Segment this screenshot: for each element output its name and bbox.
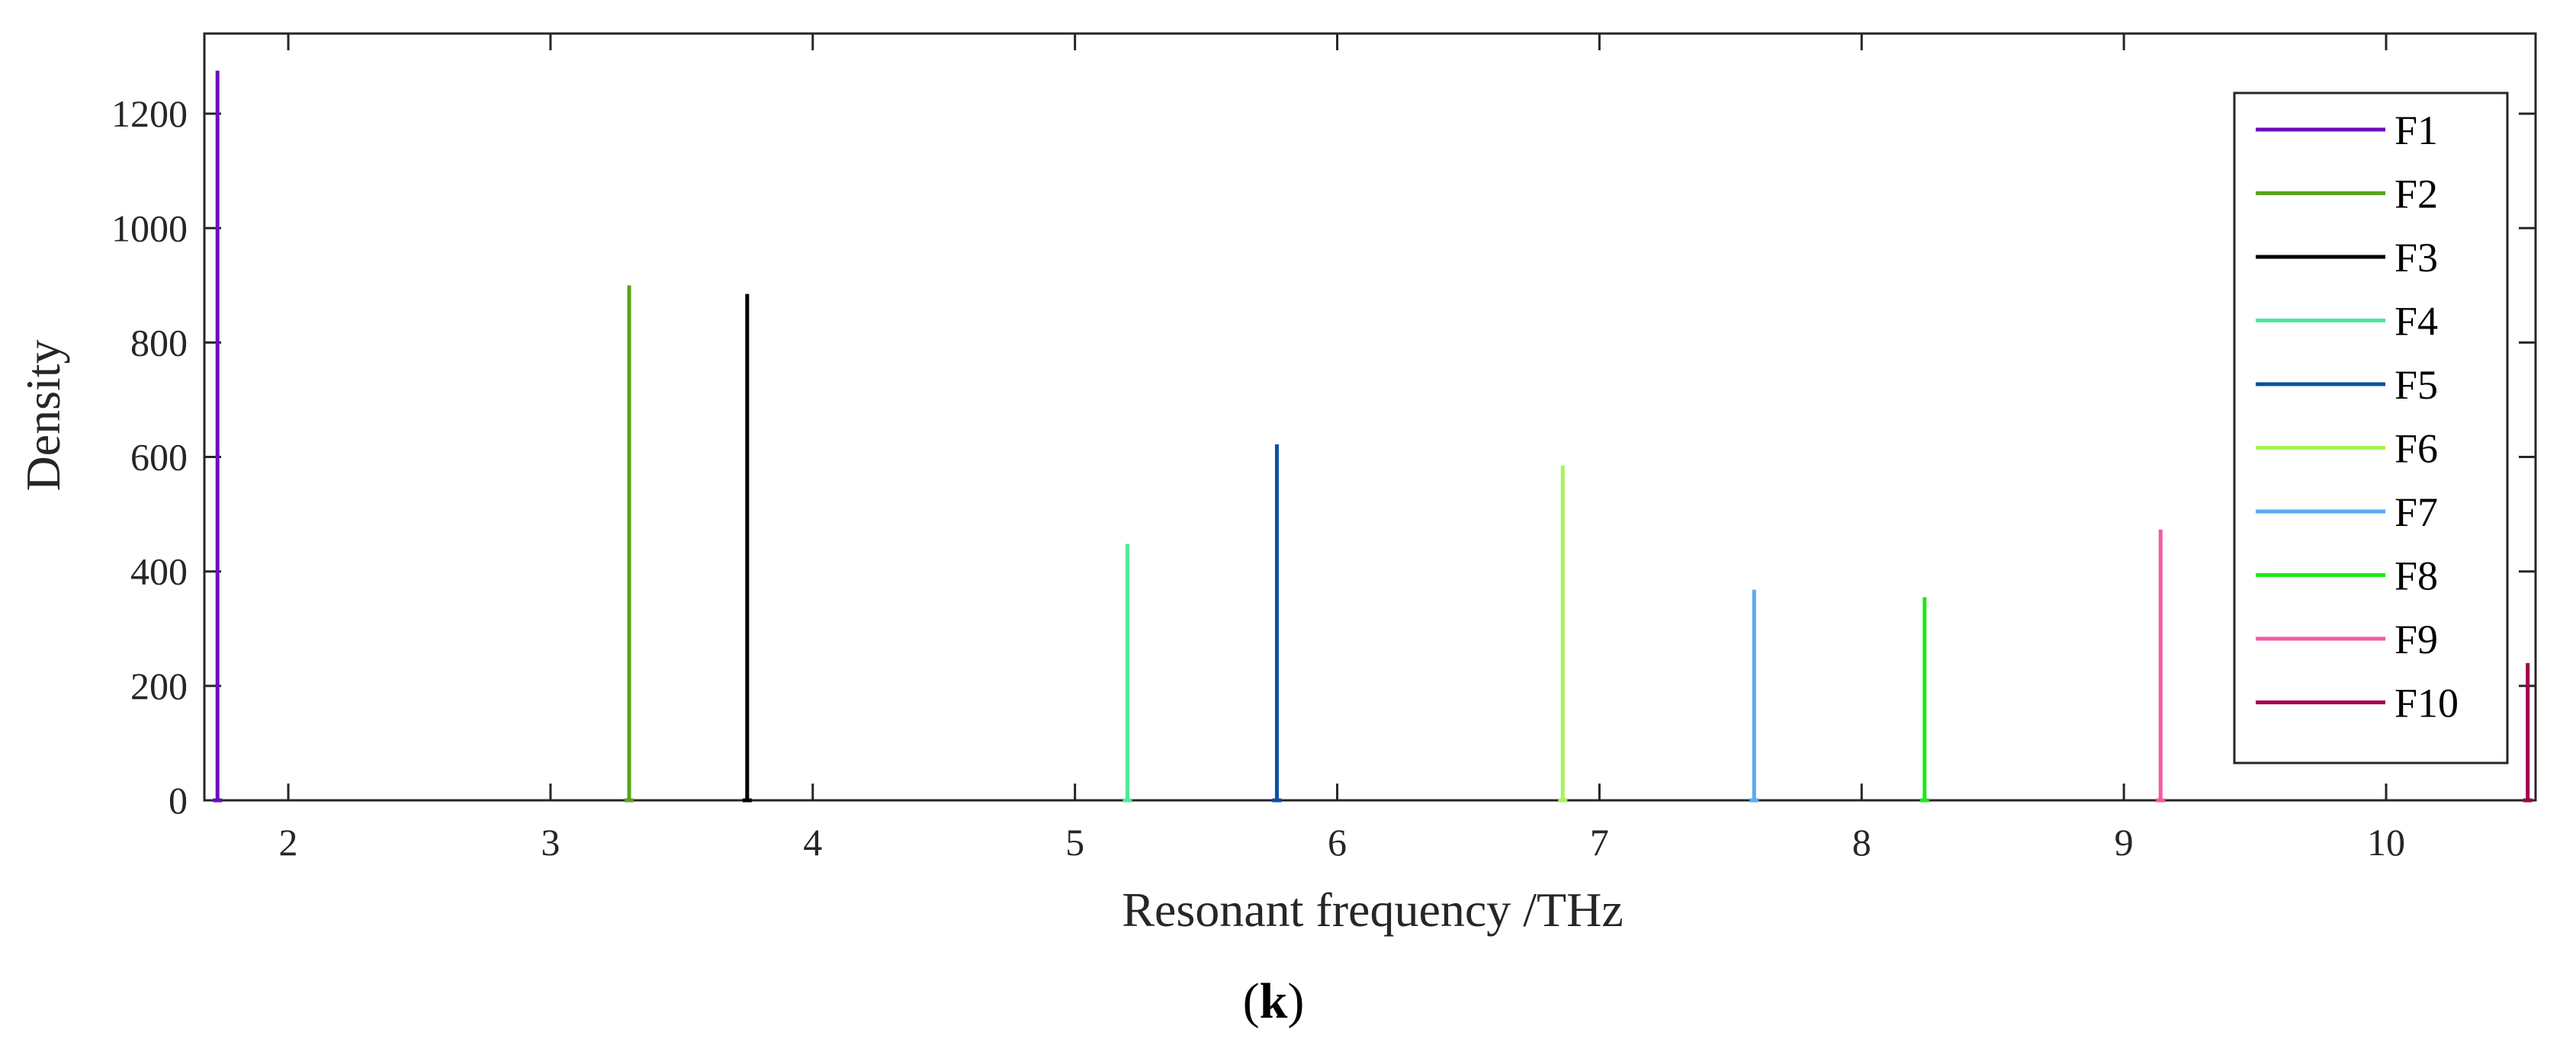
y-tick-label: 400	[130, 550, 188, 593]
series-lines	[213, 70, 2533, 803]
legend-label-f8: F8	[2395, 553, 2438, 599]
legend-label-f3: F3	[2395, 235, 2438, 280]
x-tick-label: 10	[2367, 821, 2405, 864]
legend-label-f4: F4	[2395, 299, 2438, 345]
legend-label-f1: F1	[2395, 107, 2438, 153]
x-tick-label: 8	[1852, 821, 1871, 864]
x-tick-label: 3	[541, 821, 560, 864]
y-tick-label: 200	[130, 665, 188, 707]
y-tick-label: 800	[130, 321, 188, 364]
y-tick-label: 600	[130, 436, 188, 479]
legend-label-f10: F10	[2395, 681, 2459, 726]
x-axis-ticks: 2 3 4 5 6 7 8 9 10	[279, 34, 2405, 864]
caption-open: (	[1243, 973, 1260, 1029]
x-tick-label: 5	[1065, 821, 1084, 864]
y-tick-label: 1000	[111, 207, 188, 249]
legend-box	[2233, 91, 2509, 765]
plot-area	[203, 32, 2537, 802]
caption-close: )	[1287, 973, 1304, 1029]
y-tick-label: 1200	[111, 92, 188, 135]
x-axis-label: Resonant frequency /THz	[1122, 883, 1624, 937]
figure-caption: (k)	[1243, 973, 1305, 1029]
legend-label-f6: F6	[2395, 426, 2438, 472]
x-tick-label: 9	[2115, 821, 2134, 864]
y-axis-label: Density	[16, 339, 70, 491]
x-tick-label: 4	[803, 821, 822, 864]
x-tick-label: 2	[279, 821, 298, 864]
legend-label-f9: F9	[2395, 617, 2438, 662]
legend-label-f2: F2	[2395, 171, 2438, 217]
y-axis-ticks: 0 200 400 600 800 1000 1200	[111, 92, 2536, 822]
legend-label-f5: F5	[2395, 362, 2438, 408]
y-tick-label: 0	[169, 779, 188, 822]
caption-letter: k	[1260, 973, 1288, 1029]
x-tick-label: 6	[1328, 821, 1347, 864]
plot-frame	[203, 32, 2537, 802]
x-tick-label: 7	[1590, 821, 1609, 864]
legend: F1 F2 F3 F4 F5 F6 F7 F8 F9 F10	[2233, 91, 2509, 765]
legend-label-f7: F7	[2395, 489, 2438, 535]
